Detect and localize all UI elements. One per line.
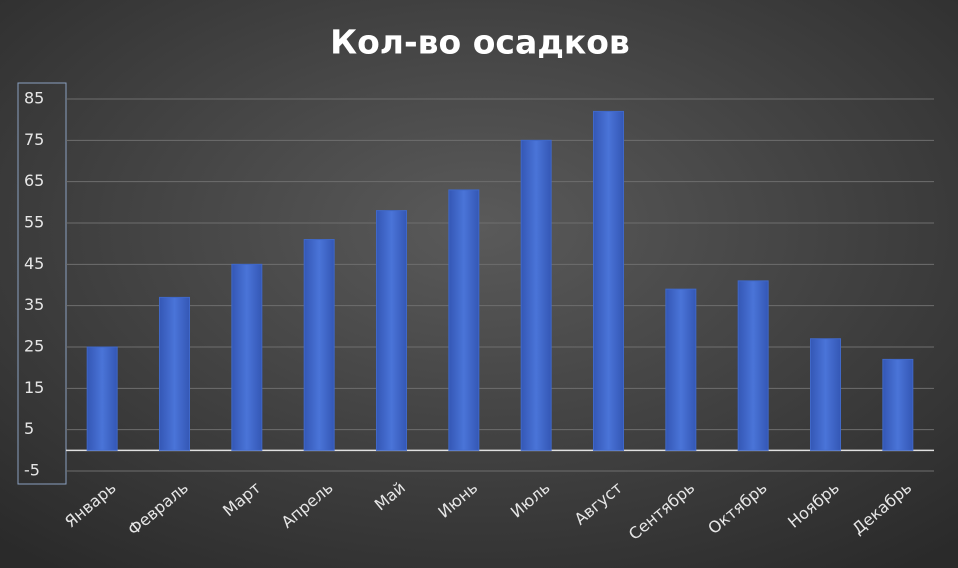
y-tick-label: 55 bbox=[24, 213, 44, 232]
bar bbox=[231, 263, 263, 451]
y-tick-label: 85 bbox=[24, 89, 44, 108]
y-tick-label: 5 bbox=[24, 419, 34, 438]
chart-title: Кол-во осадков bbox=[330, 23, 630, 62]
bar bbox=[303, 239, 335, 451]
y-tick-label: 35 bbox=[24, 295, 44, 314]
selection-frame bbox=[17, 82, 67, 485]
bar bbox=[376, 210, 407, 451]
bar bbox=[86, 346, 118, 451]
y-tick-label: -5 bbox=[24, 461, 40, 480]
bar bbox=[448, 189, 480, 451]
y-tick-label: 25 bbox=[24, 337, 44, 356]
y-tick-label: 45 bbox=[24, 254, 44, 273]
y-tick-label: 15 bbox=[24, 378, 44, 397]
y-tick-label: 65 bbox=[24, 171, 44, 190]
bar bbox=[159, 296, 190, 451]
bar bbox=[520, 139, 552, 451]
bar bbox=[665, 288, 697, 451]
y-tick-label: 75 bbox=[24, 130, 44, 149]
bar bbox=[737, 280, 769, 451]
bar bbox=[593, 110, 624, 451]
bar bbox=[882, 358, 914, 451]
bar bbox=[810, 338, 841, 451]
